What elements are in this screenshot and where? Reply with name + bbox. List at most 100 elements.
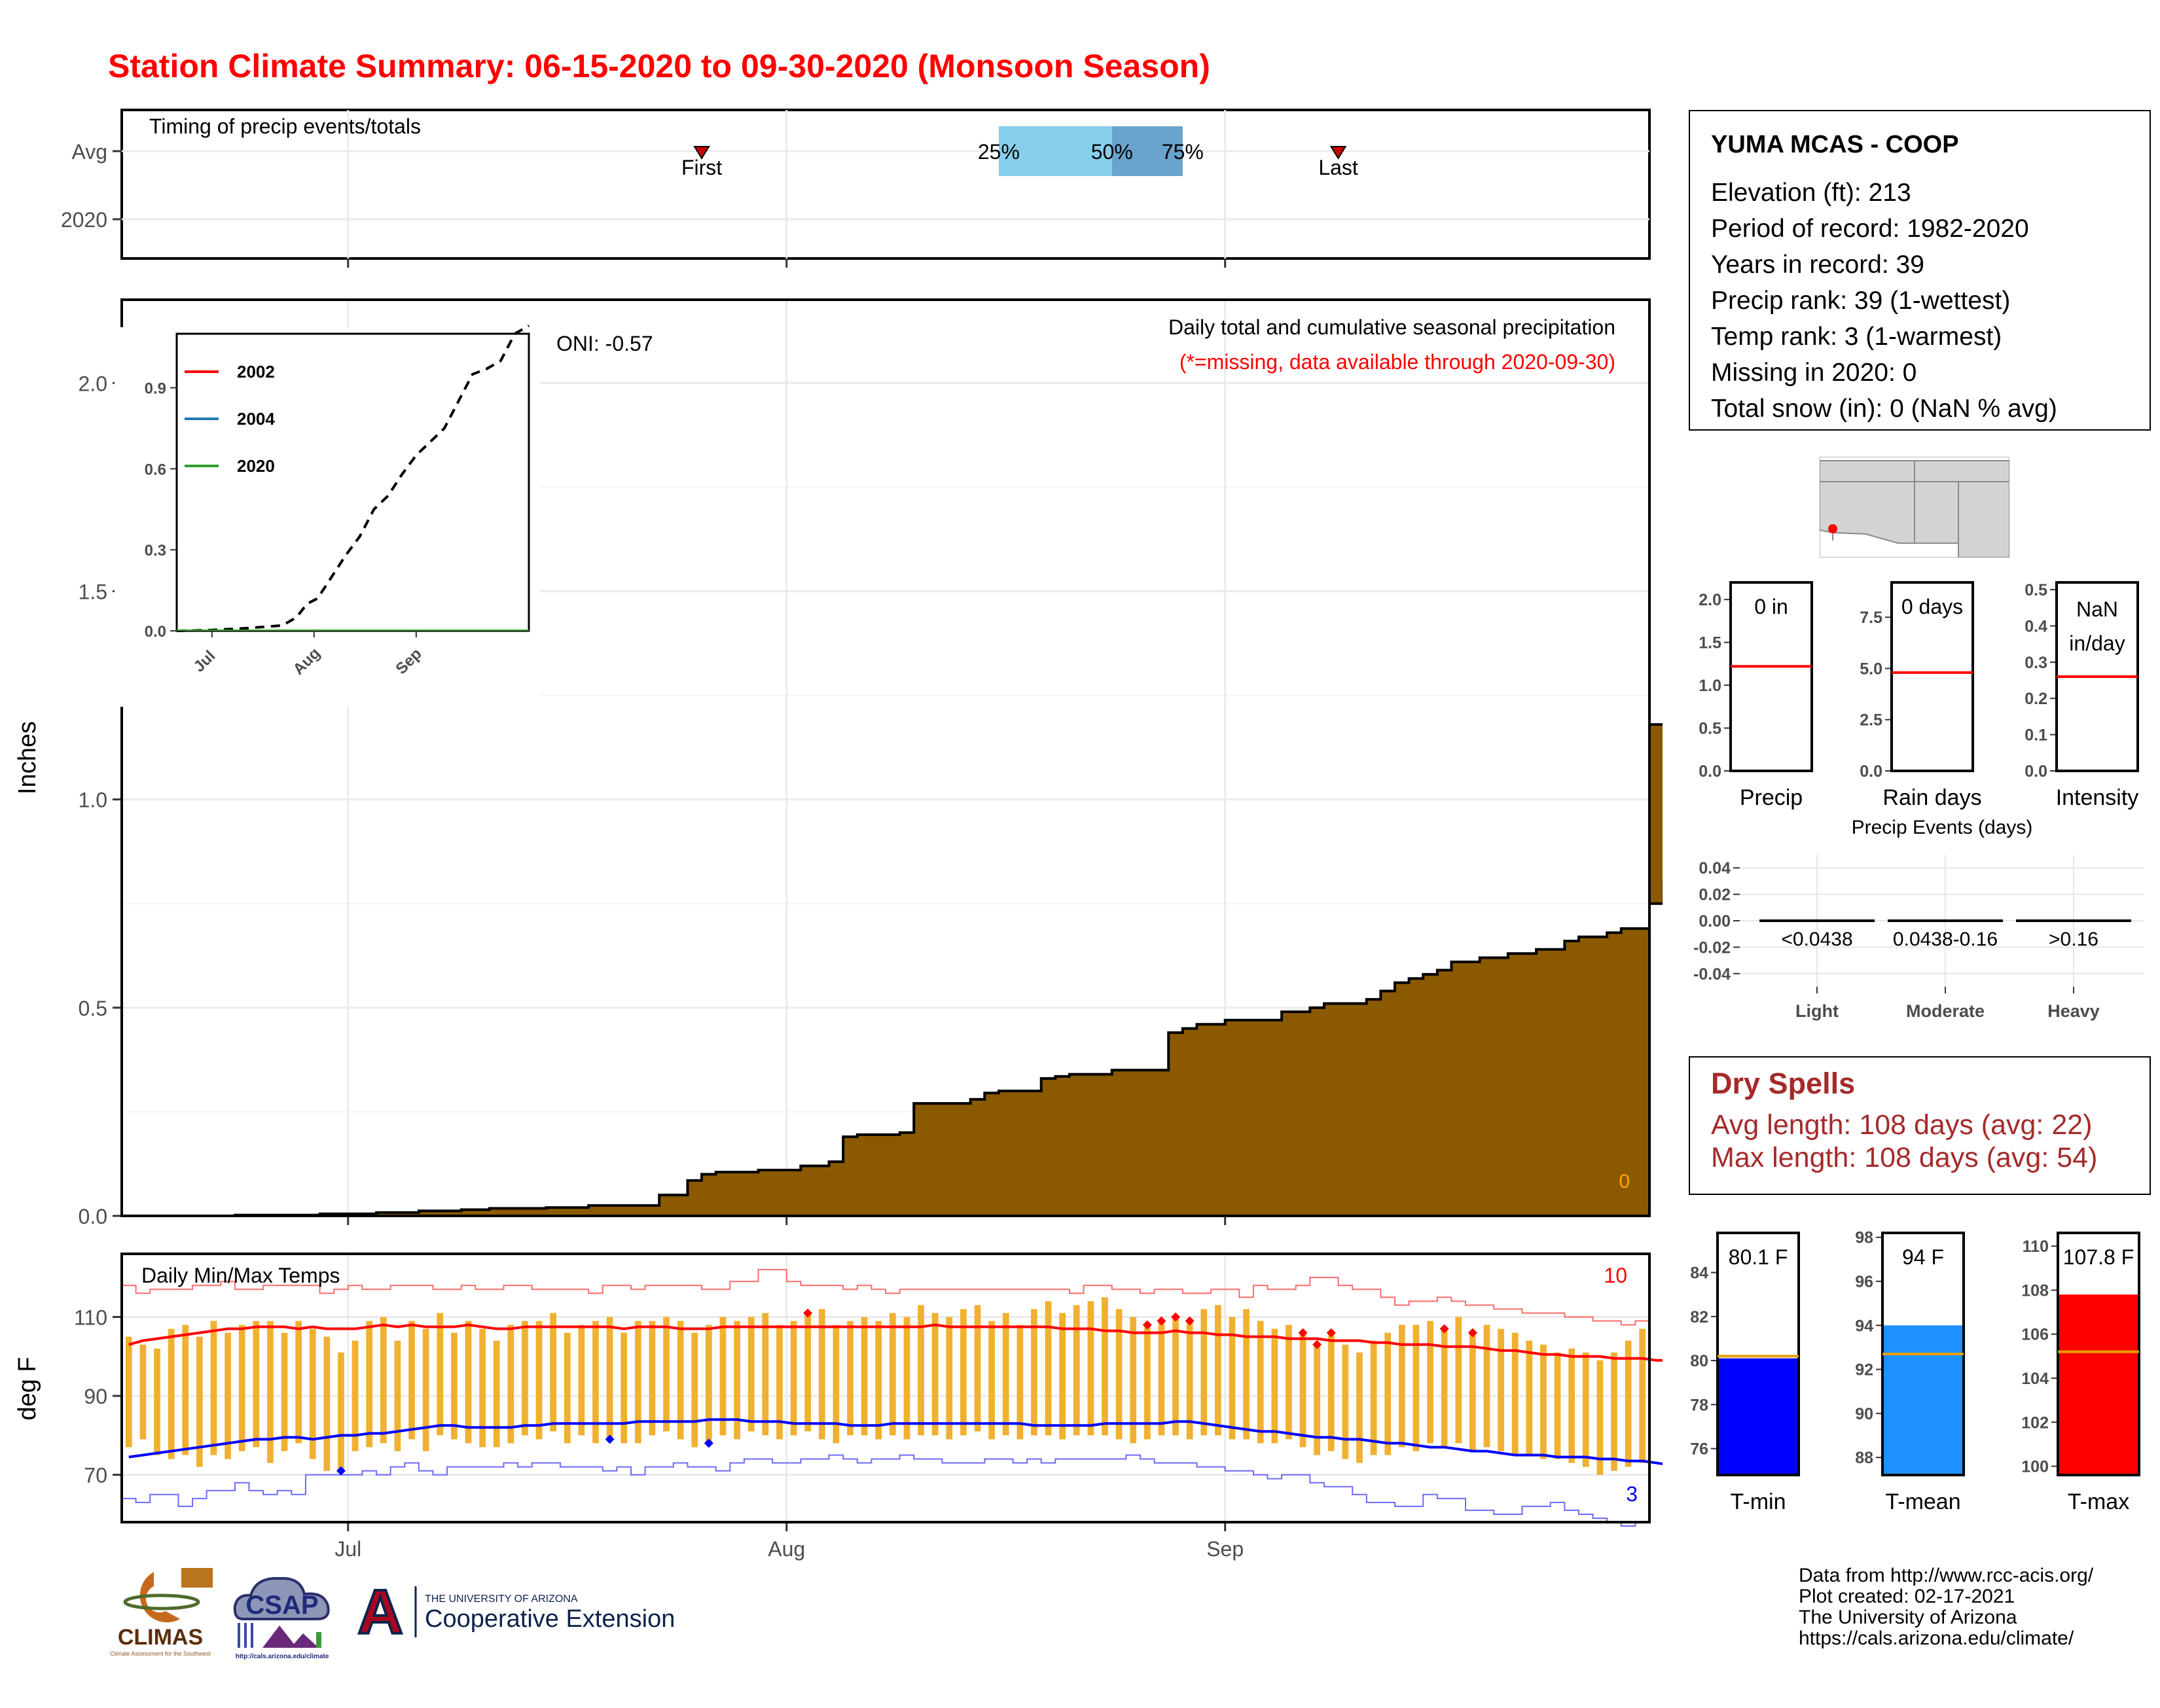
temp-plot-bg (122, 1254, 1649, 1522)
precip-frame (120, 298, 1651, 1217)
precip-events-y-tick-label: 0.02 (1699, 886, 1731, 904)
record-high-marker (1157, 1316, 1166, 1326)
inset-average-curve (176, 324, 530, 632)
daily-temp-bar (450, 1332, 458, 1440)
tmin_summary-y-tick-label: 80 (1690, 1352, 1708, 1370)
month-label: Sep (1206, 1537, 1244, 1561)
daily-temp-bar (1441, 1328, 1448, 1448)
precip-y-tick-label: 1.5 (79, 580, 107, 603)
precip-events-range-label: <0.0438 (1781, 929, 1852, 950)
daily-temp-bar (1087, 1301, 1094, 1436)
first-event-marker (693, 146, 710, 160)
main-title: Station Climate Summary: 06-15-2020 to 0… (108, 48, 1210, 84)
season_precip-y-tick-label: 0.0 (1699, 762, 1721, 781)
record-low-marker (336, 1466, 346, 1476)
rain_days-value-label: 0 days (1901, 595, 1963, 618)
tmin_summary-frame (1716, 1232, 1800, 1476)
svg-text:Climate Assessment for the Sou: Climate Assessment for the Southwest (110, 1650, 211, 1657)
precip-chart-subtitle: (*=missing, data available through 2020-… (1179, 350, 1615, 374)
intensity-y-tick-label: 0.5 (2025, 581, 2047, 599)
avg-tmax-line (128, 1323, 1663, 1362)
daily-temp-bar (465, 1321, 472, 1444)
timing-panel: Avg 2020 Timing of precip events/totals 25%… (61, 109, 1651, 268)
daily-temp-bar (889, 1313, 896, 1436)
temp-y-tick-label: 90 (84, 1385, 107, 1408)
station-name: YUMA MCAS - COOP (1711, 131, 1959, 158)
daily-temp-bar (847, 1321, 854, 1436)
precip-events-category: Moderate (1906, 1001, 1985, 1021)
daily-temp-bar (1115, 1309, 1123, 1440)
daily-temp-bar (1427, 1321, 1433, 1444)
intensity-value-unit: in/day (2069, 632, 2125, 655)
tmax_summary-y-tick-label: 108 (2021, 1281, 2049, 1300)
record-high-marker (803, 1308, 813, 1318)
precip-y-axis-title: Inches (14, 721, 41, 794)
daily-temp-bar (918, 1305, 924, 1436)
intensity-x-label: Intensity (2056, 785, 2139, 810)
daily-temp-bar (578, 1325, 585, 1436)
precip-events-category: Heavy (2047, 1001, 2100, 1021)
station-period: Period of record: 1982-2020 (1711, 215, 2029, 243)
daily-temp-bar (1455, 1317, 1462, 1444)
daily-temp-bar (380, 1317, 387, 1444)
precip-y-tick-label: 2.0 (79, 372, 107, 395)
daily-temp-bar (408, 1321, 415, 1440)
station-missing: Missing in 2020: 0 (1711, 359, 1917, 387)
daily-temp-bar (493, 1340, 500, 1448)
tmax_summary-y-tick-label: 104 (2021, 1370, 2049, 1388)
daily-temp-bar (1002, 1313, 1009, 1436)
first-event-label: First (681, 156, 722, 179)
daily-temp-bar (1596, 1360, 1604, 1475)
quartile-label: 25% (978, 140, 1020, 164)
tmin_summary-bar (1718, 1358, 1799, 1475)
daily-temp-bar (1214, 1305, 1221, 1436)
daily-temp-bar (1540, 1344, 1547, 1459)
avg-tmin-line (128, 1418, 1663, 1465)
precip-y-tick-label: 1.0 (79, 789, 107, 812)
daily-temp-bar (309, 1328, 316, 1459)
daily-temp-bar (1257, 1321, 1264, 1444)
record-high-marker (1298, 1328, 1308, 1338)
daily-temp-bar (931, 1313, 939, 1436)
daily-temp-bar (903, 1317, 910, 1440)
daily-temp-bar (1582, 1352, 1589, 1467)
inset-y-tick-label: 0.6 (145, 461, 166, 478)
daily-temp-bar (295, 1321, 302, 1444)
daily-temp-bar (1017, 1325, 1024, 1440)
svg-text:CLIMAS: CLIMAS (118, 1625, 203, 1650)
dry-spells-avg: Avg length: 108 days (avg: 22) (1711, 1109, 2093, 1141)
inset-legend-label: 2004 (237, 409, 275, 429)
csap-logo: CSAP http://cals.arizona.edu/climate (233, 1576, 330, 1660)
precip-events-y-tick-label: -0.02 (1693, 938, 1731, 957)
intensity-y-tick-label: 0.3 (2025, 654, 2047, 672)
daily-temp-bar (394, 1340, 401, 1451)
month-label: Aug (768, 1537, 805, 1561)
precip-events-y-tick-label: -0.04 (1693, 965, 1731, 984)
credit-url: https://cals.arizona.edu/climate/ (1799, 1628, 2074, 1649)
daily-temp-bar (1370, 1340, 1377, 1455)
daily-temp-bar (1073, 1305, 1080, 1436)
daily-temp-bar (988, 1321, 995, 1440)
credit-created: Plot created: 02-17-2021 (1799, 1586, 2015, 1607)
daily-temp-bar (1314, 1344, 1321, 1455)
tmax_summary-y-tick-label: 100 (2021, 1458, 2049, 1476)
station-years: Years in record: 39 (1711, 251, 1924, 279)
daily-temp-bar (1611, 1352, 1617, 1471)
timing-frame (120, 109, 1651, 260)
station-info-box: YUMA MCAS - COOP Elevation (ft): 213 Per… (1689, 110, 2151, 431)
precip-panel: 0.0 0.5 1.0 1.5 2.0 Daily total and cumulativ… (14, 298, 1663, 1228)
svg-text:http://cals.arizona.edu/climat: http://cals.arizona.edu/climate (236, 1653, 329, 1660)
precip-events-range-label: 0.0438-0.16 (1893, 929, 1998, 950)
intensity-y-tick-label: 0.2 (2025, 690, 2047, 708)
daily-temp-bar (861, 1317, 868, 1436)
tmax_summary-y-tick-label: 110 (2023, 1237, 2049, 1256)
inset-legend-label: 2002 (237, 362, 275, 382)
last-event-label: Last (1318, 156, 1358, 179)
month-label: Jul (334, 1537, 361, 1561)
daily-total-label: 0 (1619, 1171, 1630, 1192)
inset-y-tick-label: 0.3 (145, 542, 166, 560)
intensity-y-tick-label: 0.1 (2025, 726, 2047, 745)
credit-data-source: Data from http://www.rcc-acis.org/ (1799, 1565, 2094, 1586)
record-high-marker (1312, 1340, 1322, 1349)
svg-text:CSAP: CSAP (245, 1591, 318, 1620)
